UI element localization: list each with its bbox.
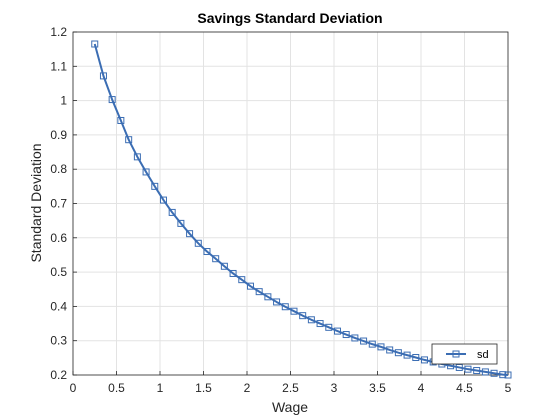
data-point-marker — [273, 298, 281, 306]
data-point-marker — [307, 316, 315, 324]
y-tick-label: 0.4 — [50, 299, 67, 313]
x-tick-label: 3 — [331, 381, 338, 395]
legend-label-sd: sd — [477, 349, 489, 361]
data-point-marker — [316, 320, 324, 328]
x-tick-label: 5 — [505, 381, 512, 395]
data-point-marker — [133, 153, 141, 161]
data-point-marker — [377, 343, 385, 351]
x-tick-label: 0 — [70, 381, 77, 395]
y-tick-label: 0.5 — [50, 265, 67, 279]
y-tick-label: 0.8 — [50, 162, 67, 176]
x-tick-label: 4.5 — [456, 381, 473, 395]
x-tick-label: 2.5 — [282, 381, 299, 395]
data-point-marker — [168, 208, 176, 216]
x-tick-label: 4 — [418, 381, 425, 395]
data-point-marker — [473, 367, 481, 375]
data-point-marker — [325, 323, 333, 331]
data-point-marker — [159, 196, 167, 204]
data-point-marker — [125, 136, 133, 144]
y-tick-label: 1.2 — [50, 25, 67, 39]
data-point-marker — [342, 331, 350, 339]
data-point-marker — [238, 276, 246, 284]
y-tick-label: 0.9 — [50, 128, 67, 142]
data-point-marker — [386, 346, 394, 354]
ticks: 0 0.5 1 1.5 2 2.5 3 3.5 4 4.5 5 0.2 0.3 0.4 0.5 0.6 0.7 0… — [50, 25, 511, 395]
y-tick-label: 0.6 — [50, 231, 67, 245]
data-point-marker — [499, 371, 507, 379]
data-point-marker — [117, 116, 125, 124]
data-point-marker — [333, 327, 341, 335]
chart-title: Savings Standard Deviation — [197, 10, 382, 26]
data-point-marker — [91, 40, 99, 48]
data-point-marker — [255, 288, 263, 296]
x-tick-label: 2 — [244, 381, 251, 395]
x-tick-label: 3.5 — [369, 381, 386, 395]
data-point-marker — [220, 262, 228, 270]
plot-frame — [72, 31, 509, 376]
data-point-marker — [246, 282, 254, 290]
data-point-marker — [264, 293, 272, 301]
y-tick-label: 1 — [60, 94, 67, 108]
x-tick-label: 1.5 — [195, 381, 212, 395]
x-tick-label: 0.5 — [108, 381, 125, 395]
x-axis-label: Wage — [272, 399, 308, 415]
data-point-marker — [481, 368, 489, 376]
y-tick-label: 0.7 — [50, 197, 67, 211]
y-tick-label: 1.1 — [50, 59, 67, 73]
data-point-marker — [229, 269, 237, 277]
data-point-marker — [464, 365, 472, 373]
data-point-marker — [490, 369, 498, 377]
data-point-marker — [455, 363, 463, 371]
x-tick-label: 1 — [157, 381, 164, 395]
data-point-marker — [290, 307, 298, 315]
y-axis-label: Standard Deviation — [28, 143, 44, 262]
y-tick-label: 0.3 — [50, 334, 67, 348]
data-point-marker — [212, 255, 220, 263]
data-point-marker — [360, 337, 368, 345]
data-point-marker — [186, 230, 194, 238]
data-point-marker — [368, 340, 376, 348]
data-point-marker — [394, 349, 402, 357]
legend-marker-sample — [452, 350, 460, 358]
y-tick-label: 0.2 — [50, 368, 67, 382]
data-point-marker — [412, 354, 420, 362]
data-point-marker — [351, 334, 359, 342]
data-point-marker — [99, 72, 107, 80]
data-point-marker — [108, 96, 116, 104]
legend: sd — [431, 343, 498, 365]
data-point-marker — [151, 182, 159, 190]
data-point-marker — [504, 371, 512, 379]
data-point-marker — [281, 303, 289, 311]
data-point-marker — [299, 312, 307, 320]
data-point-marker — [420, 356, 428, 364]
data-point-marker — [403, 351, 411, 359]
data-point-marker — [142, 168, 150, 176]
data-point-marker — [194, 239, 202, 247]
data-point-marker — [203, 248, 211, 256]
data-point-marker — [177, 219, 185, 227]
